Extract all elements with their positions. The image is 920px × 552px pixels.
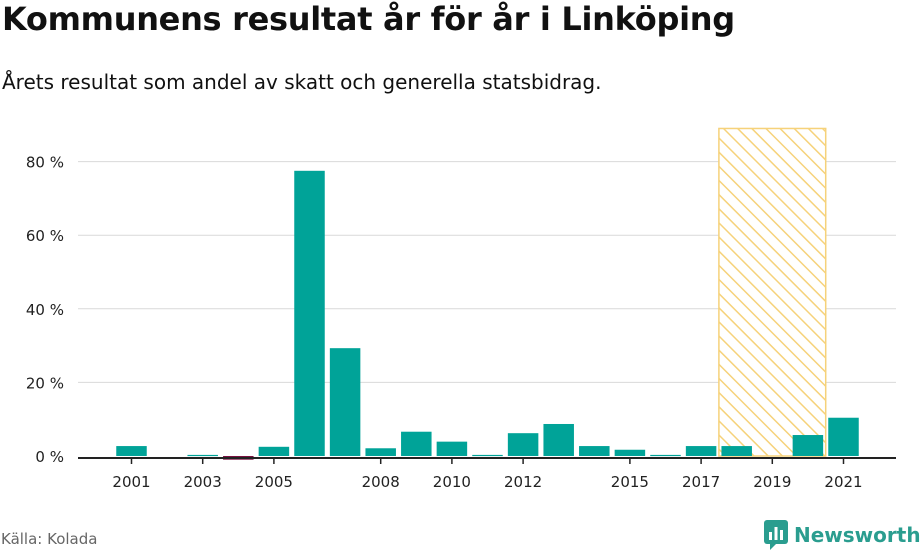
bar-2017 (685, 446, 717, 456)
bar-2008 (365, 448, 396, 456)
bar-2006 (294, 170, 325, 457)
x-tick-label: 2005 (255, 473, 293, 491)
source-note: Källa: Kolada (1, 530, 98, 548)
x-tick-labels: 2001 2003 2005 2008 2010 2012 2015 2017 2019 2021 (112, 473, 862, 491)
y-tick-label: 80 % (26, 154, 64, 172)
highlight-hatch-box (718, 127, 827, 457)
x-tick-label: 2021 (824, 473, 862, 491)
bar-2013 (543, 423, 574, 456)
x-tick-label: 2010 (433, 473, 471, 491)
bar-2014 (579, 446, 610, 456)
newsworthy-logo-icon (764, 520, 788, 550)
bar-2001 (116, 446, 147, 456)
y-tick-label: 40 % (26, 301, 64, 319)
x-tick-label: 2015 (611, 473, 649, 491)
bar-2011 (472, 454, 503, 457)
y-tick-label: 0 % (35, 448, 64, 466)
brand-name: Newsworthy (794, 523, 920, 547)
bar-2016 (650, 454, 681, 457)
bar-2018 (721, 446, 752, 456)
y-tick-labels: 0 % 20 % 40 % 60 % 80 % (26, 154, 64, 466)
x-tick-label: 2003 (184, 473, 222, 491)
bars (116, 170, 859, 460)
x-tick-label: 2001 (112, 473, 150, 491)
bar-2005 (258, 446, 290, 456)
bar-2010 (436, 441, 468, 456)
brand-logo: Newsworthy (764, 520, 920, 550)
highlight-region (718, 127, 827, 457)
chart-title: Kommunens resultat år för år i Linköping (2, 0, 735, 38)
bar-2020 (792, 435, 824, 456)
bar-2009 (401, 431, 432, 456)
bar-2021 (828, 417, 859, 456)
x-tick-label: 2019 (753, 473, 791, 491)
chart-subtitle: Årets resultat som andel av skatt och ge… (2, 70, 602, 94)
y-tick-label: 60 % (26, 227, 64, 245)
bar-2012 (507, 433, 539, 456)
y-tick-label: 20 % (26, 374, 64, 392)
x-tick-label: 2012 (504, 473, 542, 491)
x-tick-label: 2008 (362, 473, 400, 491)
bar-2015 (614, 449, 646, 456)
x-tick-label: 2017 (682, 473, 720, 491)
bar-2007 (329, 348, 361, 456)
x-axis (78, 457, 896, 464)
bar-2003 (187, 454, 218, 457)
